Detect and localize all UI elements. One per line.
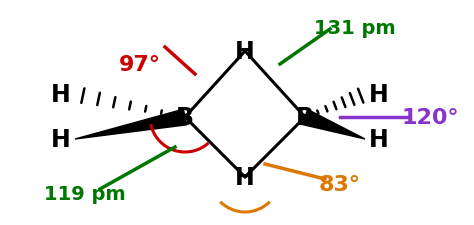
Text: H: H <box>369 83 389 106</box>
Text: H: H <box>51 127 71 151</box>
Text: H: H <box>235 40 255 64</box>
Text: 119 pm: 119 pm <box>44 185 126 204</box>
Polygon shape <box>75 110 187 139</box>
Text: 83°: 83° <box>319 174 361 194</box>
Text: H: H <box>235 165 255 189</box>
Text: 120°: 120° <box>401 108 459 127</box>
Polygon shape <box>302 110 365 139</box>
Text: 97°: 97° <box>119 55 161 75</box>
Text: B: B <box>296 106 314 129</box>
Text: 131 pm: 131 pm <box>314 18 396 37</box>
Text: H: H <box>369 127 389 151</box>
Text: B: B <box>176 106 194 129</box>
Text: H: H <box>51 83 71 106</box>
